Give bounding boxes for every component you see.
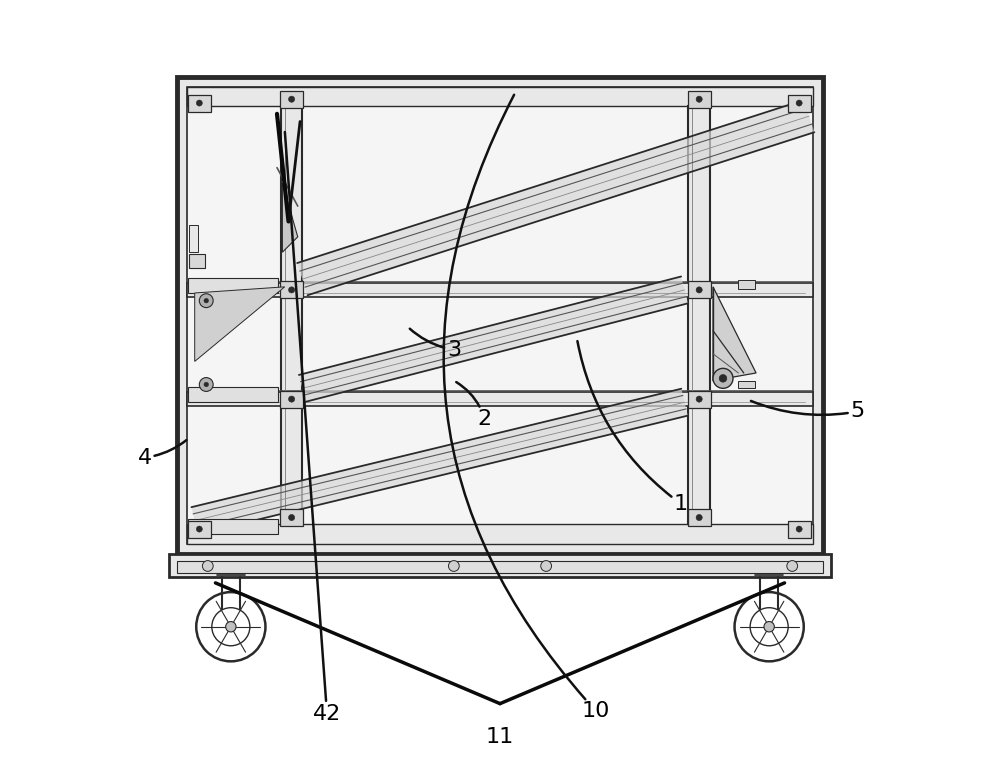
Circle shape [796,526,802,532]
Circle shape [289,514,295,521]
Circle shape [696,287,702,293]
Circle shape [204,298,209,303]
Circle shape [719,375,727,382]
Polygon shape [299,277,688,401]
Bar [688,391,711,408]
Bar [188,278,278,293]
Bar [187,392,813,406]
Bar [688,509,711,526]
Circle shape [696,514,702,521]
Bar [169,554,831,577]
Circle shape [764,621,774,632]
Bar [188,387,278,402]
Bar [188,95,211,112]
Text: 42: 42 [285,132,341,724]
Circle shape [787,561,798,571]
Polygon shape [282,183,298,252]
Circle shape [289,96,295,102]
Circle shape [196,526,202,532]
Circle shape [204,382,209,387]
Bar [280,509,303,526]
Bar [281,106,302,524]
Circle shape [696,96,702,102]
Circle shape [696,396,702,402]
Circle shape [448,561,459,571]
Text: 1: 1 [577,341,688,514]
Text: 4: 4 [138,440,186,468]
Bar [280,281,303,298]
Text: 3: 3 [410,328,461,360]
Bar [187,283,813,297]
Bar [788,521,811,538]
Bar [189,254,205,268]
Text: 10: 10 [444,95,610,721]
Bar [189,225,198,252]
Bar [688,281,711,298]
Bar [738,381,755,388]
Circle shape [289,287,295,293]
Bar [187,524,813,544]
Circle shape [289,396,295,402]
Bar [738,280,755,289]
Text: 11: 11 [486,727,514,747]
Bar [187,87,813,544]
Polygon shape [713,287,756,381]
Circle shape [199,378,213,391]
Circle shape [196,100,202,106]
Bar [688,106,710,524]
Circle shape [796,100,802,106]
Polygon shape [191,389,688,534]
Circle shape [226,621,236,632]
Polygon shape [195,287,285,361]
Bar [280,91,303,108]
Circle shape [541,561,552,571]
Circle shape [199,294,213,308]
Text: 5: 5 [751,401,865,421]
Circle shape [713,368,733,388]
Bar [280,391,303,408]
Bar [688,91,711,108]
Bar [188,519,278,534]
Bar [177,77,823,554]
Bar [788,95,811,112]
Bar [188,521,211,538]
Text: 2: 2 [456,382,492,429]
Polygon shape [297,100,814,295]
Bar [187,87,813,106]
Circle shape [202,561,213,571]
Bar [177,561,823,573]
